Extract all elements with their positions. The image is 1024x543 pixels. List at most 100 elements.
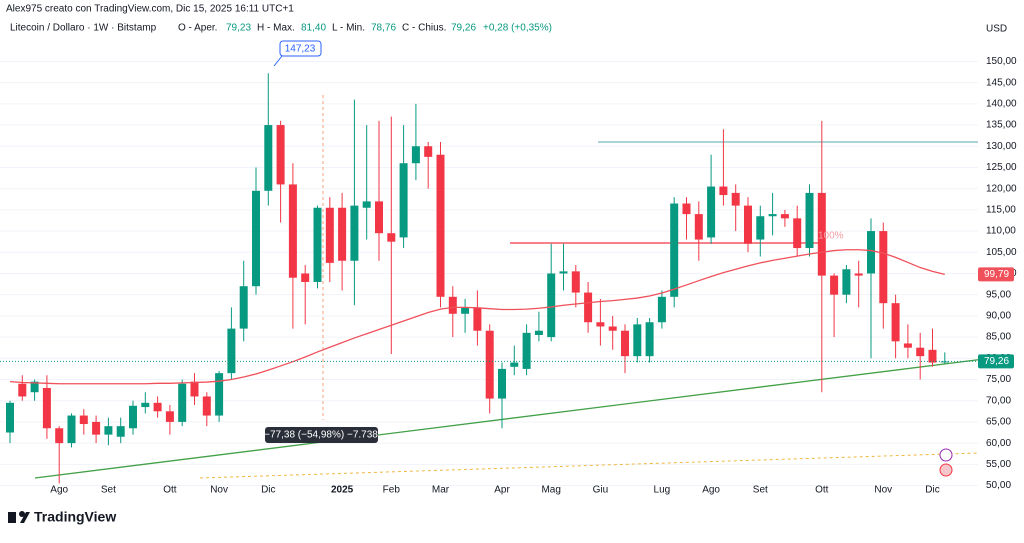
y-tick-label: 110,00 [986,226,1016,237]
candle-body [657,296,666,323]
symbol: Litecoin / Dollaro · 1W · Bitstamp [10,23,157,34]
candle-body [461,307,470,314]
candle-body [202,396,211,416]
candle-body [608,326,617,331]
x-tick-label: Ago [702,485,720,496]
moving-average [9,249,945,385]
candle-body [596,322,605,327]
y-tick-label: 115,00 [986,205,1016,216]
candle-body [79,415,88,425]
candle-body [30,381,39,393]
candle-body [18,383,27,397]
candle-body [325,207,334,263]
candle-body [288,184,297,278]
logo: TradingView [8,509,116,525]
candle-body [215,373,224,416]
candle-body [793,218,802,249]
candle-body [178,383,187,422]
candle-body [916,347,925,357]
candle-body [879,231,888,304]
price-tag [978,354,1014,369]
y-tick-label: 60,00 [986,438,1011,449]
price-tag-label: 79,26 [984,356,1009,367]
candle-body [141,402,150,408]
y-tick-label: 65,00 [986,417,1011,428]
candle-body [399,163,408,238]
candle-body [547,273,556,338]
candle-body [584,292,593,323]
candle-body [731,192,740,206]
high-annotation: 147,23 [273,40,322,67]
x-tick-label: Giu [593,485,609,496]
candle-body [768,214,777,217]
x-tick-label: Nov [210,485,228,496]
icon[interactable] [939,463,953,477]
candle-body [707,186,716,238]
x-tick-label: Ago [50,485,68,496]
value: 79,23 [226,23,251,34]
candle-body [375,201,383,234]
candle-body [116,426,125,437]
candle-body [338,207,347,261]
candle-body [928,349,937,363]
candle-body [92,421,101,435]
y-tick-label: 55,00 [986,459,1011,470]
candle-body [940,361,949,363]
candle-body [387,233,396,242]
price-tag [978,267,1014,282]
y-tick-label: 120,00 [986,183,1017,194]
candle-body [55,428,64,444]
x-tick-label: Dic [261,485,275,496]
candle-body [165,411,174,422]
candle-body [67,415,76,444]
label: C - Chius. [402,23,446,34]
label: L - Min. [332,23,365,34]
y-tick-label: 75,00 [986,374,1011,385]
icon[interactable] [939,448,953,462]
candle-body [744,205,752,244]
measure-annotation: −77,38 (−54,98%) −7.738 [264,427,378,443]
x-tick-label: Mar [432,485,450,496]
candle-body [473,307,482,331]
candle-body [129,405,137,429]
candle-body [633,324,642,357]
y-tick-label: 150,00 [986,56,1017,67]
candle-body [424,146,433,157]
x-tick-label: Apr [494,485,510,496]
candle-body [190,381,199,397]
header: Litecoin / Dollaro · 1W · Bitstamp O - A… [10,23,552,34]
candle-body [264,125,273,191]
candle-body [252,190,260,287]
candle-body [621,330,629,357]
value: 79,26 [451,23,476,34]
y-tick-label: 130,00 [986,141,1017,152]
y-tick-label: 95,00 [986,289,1011,300]
candle-body [510,362,519,367]
candle-body [903,343,912,348]
candle-body [239,286,248,329]
candle-body [313,207,322,282]
candle-body [104,426,113,435]
x-tick-label: Feb [383,485,401,496]
candle-body [719,186,728,196]
candle-body [670,203,679,297]
candle-body [756,216,765,240]
candle-body [559,271,568,274]
label: O - Aper. [178,23,217,34]
candle-body [276,125,285,185]
candle-body [498,368,506,399]
y-tick-label: 135,00 [986,120,1017,131]
candle-body [867,231,875,274]
candle-body [522,332,531,369]
candle-body [854,273,863,276]
trend-line [199,452,979,479]
candle-body [817,192,826,276]
y-tick-label: 85,00 [986,332,1011,343]
candle-body [6,402,14,433]
brand: TradingView [34,509,116,525]
candle-body [694,214,703,240]
x-tick-label: Ott [815,485,829,496]
x-tick-label: 2025 [331,485,354,496]
y-tick-label: 125,00 [986,162,1017,173]
value: 78,76 [371,23,396,34]
